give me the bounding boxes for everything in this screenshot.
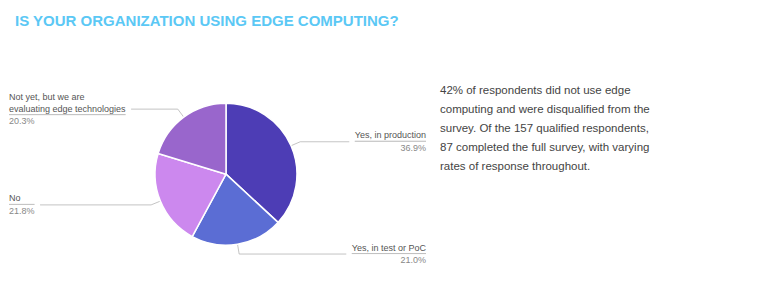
svg-text:evaluating edge technologies: evaluating edge technologies	[9, 104, 126, 114]
svg-text:21.0%: 21.0%	[400, 255, 426, 265]
svg-text:survey. Of the 157 qualified r: survey. Of the 157 qualified respondents…	[440, 122, 649, 134]
svg-text:IS YOUR ORGANIZATION USING EDG: IS YOUR ORGANIZATION USING EDGE COMPUTIN…	[15, 12, 399, 29]
svg-text:21.8%: 21.8%	[9, 206, 35, 216]
svg-text:No: No	[9, 193, 21, 203]
svg-text:87 completed the full survey,: 87 completed the full survey, with varyi…	[440, 141, 649, 153]
svg-text:42% of respondents did not use: 42% of respondents did not use edge	[440, 84, 631, 96]
svg-text:Not yet, but we are: Not yet, but we are	[9, 92, 85, 102]
svg-text:Yes, in production: Yes, in production	[355, 130, 426, 140]
svg-text:36.9%: 36.9%	[400, 143, 426, 153]
svg-text:20.3%: 20.3%	[9, 116, 35, 126]
svg-text:Yes, in test or PoC: Yes, in test or PoC	[352, 243, 427, 253]
svg-text:computing and were disqualifie: computing and were disqualified from the	[440, 103, 650, 115]
svg-text:rates of response throughout.: rates of response throughout.	[440, 160, 590, 172]
